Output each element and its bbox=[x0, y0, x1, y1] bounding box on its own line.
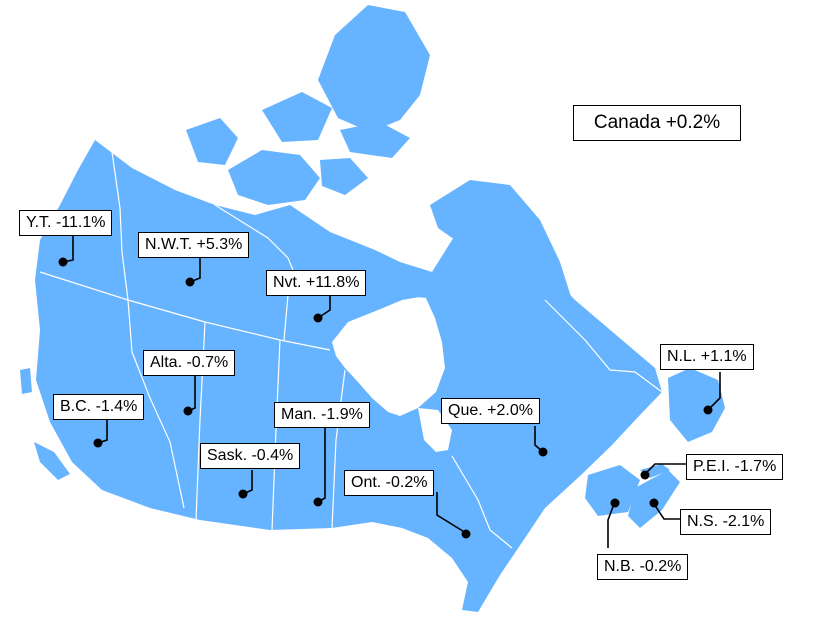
leader-nl bbox=[707, 372, 721, 411]
marker-man bbox=[313, 497, 323, 507]
baffin-island bbox=[430, 180, 572, 315]
haida-gwaii bbox=[20, 368, 32, 394]
newfoundland-island bbox=[668, 368, 725, 442]
marker-nl bbox=[703, 405, 713, 415]
border-nwt-south-60 bbox=[127, 299, 331, 351]
queen-elizabeth-islands bbox=[262, 92, 332, 142]
leader-nvt bbox=[317, 296, 331, 319]
devon-island bbox=[340, 122, 410, 158]
marker-nb bbox=[610, 498, 620, 508]
hudson-bay bbox=[332, 296, 445, 416]
marker-yt bbox=[58, 257, 68, 267]
label-pei: P.E.I. -1.7% bbox=[686, 454, 784, 480]
border-man-nvt bbox=[283, 294, 289, 341]
leader-ns bbox=[653, 503, 680, 520]
border-que-nl bbox=[544, 299, 663, 393]
border-bc-alta bbox=[127, 299, 185, 509]
marker-bc bbox=[93, 438, 103, 448]
marker-que bbox=[538, 447, 548, 457]
leader-pei bbox=[644, 463, 686, 475]
label-ont: Ont. -0.2% bbox=[344, 470, 435, 496]
marker-nvt bbox=[313, 313, 323, 323]
border-yt-bc bbox=[39, 271, 129, 301]
marker-alta bbox=[183, 406, 193, 416]
label-nvt: Nvt. +11.8% bbox=[266, 270, 367, 296]
label-que: Que. +2.0% bbox=[441, 398, 540, 424]
somerset-island bbox=[320, 158, 368, 195]
marker-ont bbox=[461, 529, 471, 539]
label-alta: Alta. -0.7% bbox=[143, 350, 236, 376]
label-yt: Y.T. -11.1% bbox=[19, 210, 113, 236]
border-sask-man bbox=[271, 339, 281, 531]
leader-ont bbox=[436, 492, 467, 534]
vancouver-island bbox=[34, 442, 70, 480]
label-ns: N.S. -2.1% bbox=[680, 509, 772, 535]
marker-nwt bbox=[185, 277, 195, 287]
marker-pei bbox=[640, 470, 650, 480]
ellesmere-island bbox=[318, 5, 430, 132]
marker-ns bbox=[649, 498, 659, 508]
canada-total-label: Canada +0.2% bbox=[573, 105, 741, 141]
victoria-island bbox=[228, 150, 320, 205]
new-brunswick-landmass bbox=[585, 465, 640, 516]
label-sask: Sask. -0.4% bbox=[200, 443, 301, 469]
border-ont-que bbox=[451, 455, 513, 549]
banks-island bbox=[186, 118, 238, 165]
leader-alta bbox=[187, 375, 196, 412]
border-man-ont bbox=[331, 369, 346, 529]
label-man: Man. -1.9% bbox=[274, 402, 370, 428]
leader-nb bbox=[607, 503, 615, 548]
label-nb: N.B. -0.2% bbox=[597, 554, 689, 580]
leader-man bbox=[317, 426, 326, 503]
marker-sask bbox=[238, 489, 248, 499]
border-nwt-nvt bbox=[214, 204, 296, 276]
label-nl: N.L. +1.1% bbox=[660, 344, 754, 370]
border-yt-nwt bbox=[111, 151, 129, 301]
southampton-island bbox=[395, 268, 440, 298]
label-bc: B.C. -1.4% bbox=[53, 394, 145, 420]
label-nwt: N.W.T. +5.3% bbox=[138, 232, 250, 258]
